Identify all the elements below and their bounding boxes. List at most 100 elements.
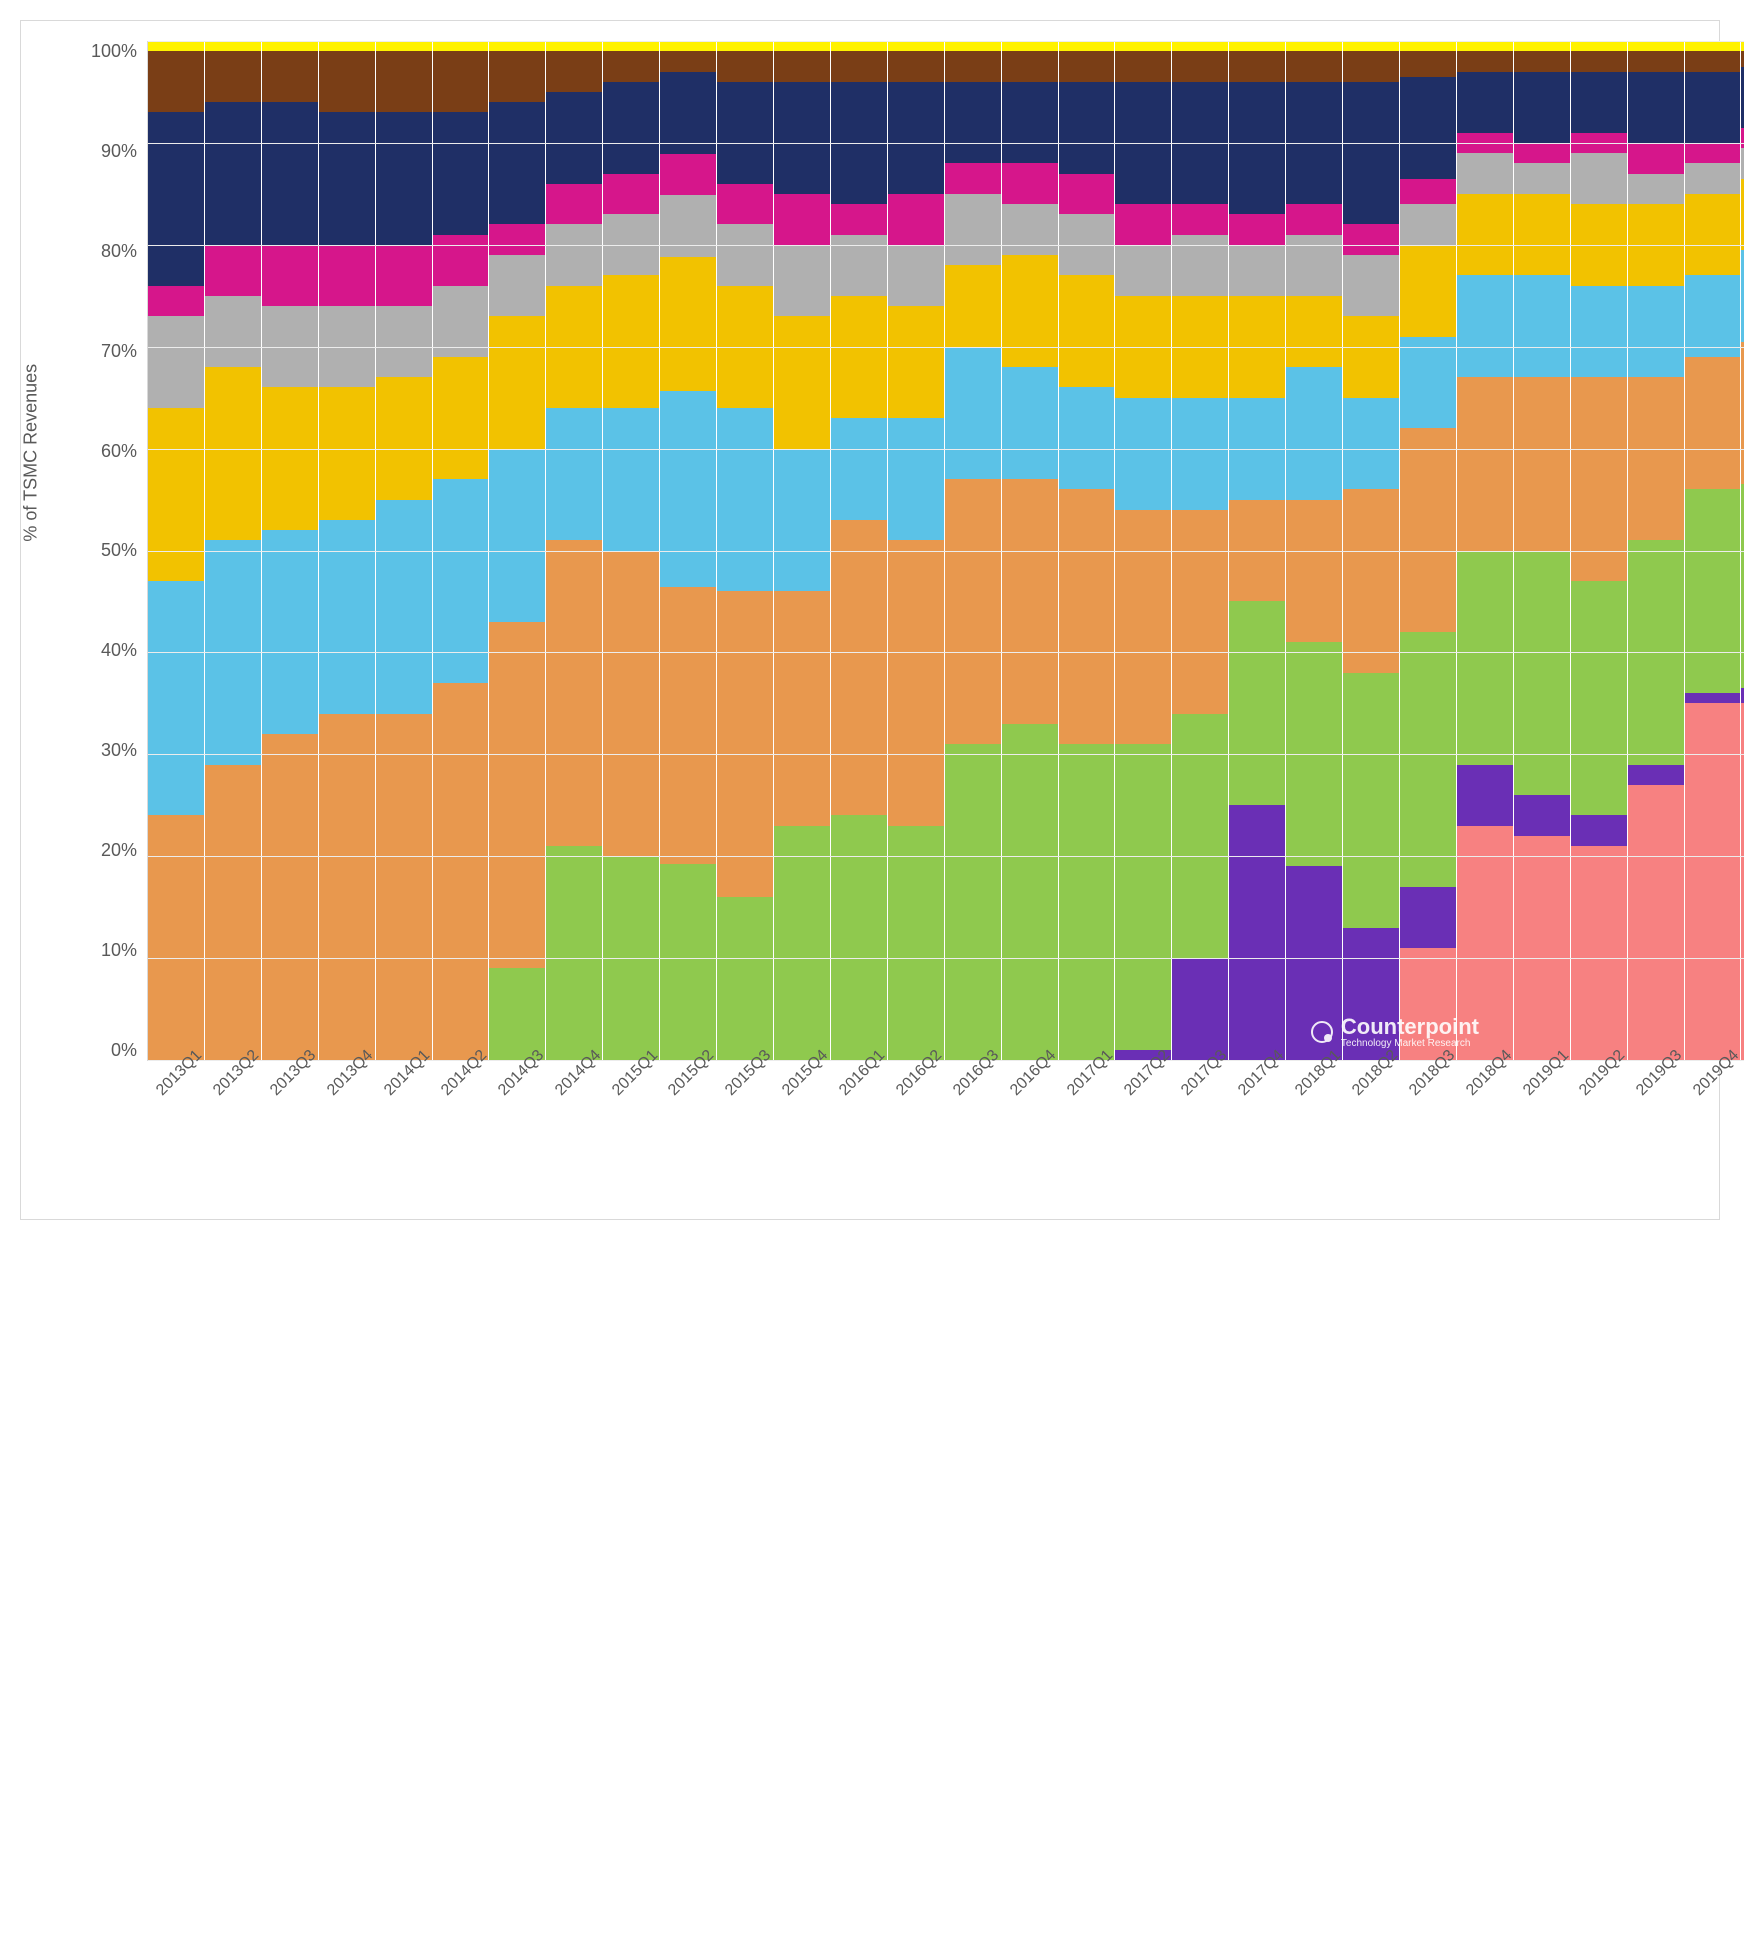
bar-segment [1628,204,1684,286]
bar-segment [148,51,204,112]
bar-segment [717,591,773,897]
bar-segment [433,683,489,1060]
bar-segment [1002,367,1058,479]
bar-segment [262,306,318,388]
bar-segment [1229,601,1285,805]
bar-segment [888,826,944,1060]
bar-segment [945,194,1001,265]
bar-segment [1514,836,1570,1060]
bar-segment [603,408,659,551]
bar-segment [1343,316,1399,398]
bar-segment [1343,51,1399,82]
bar-segment [1229,214,1285,245]
bar-column [433,41,489,1060]
bar-segment [1457,551,1513,765]
bar-segment [831,815,887,1060]
bar-segment [489,102,545,224]
bar-segment [1343,673,1399,928]
bar-column [1457,41,1513,1060]
bar-segment [1059,82,1115,174]
bar-column [148,41,204,1060]
bar-segment [1571,72,1627,133]
bar-segment [319,306,375,388]
bar-segment [1685,357,1741,489]
bar-segment [433,112,489,234]
watermark: Counterpoint Technology Market Research [1311,1014,1479,1049]
bar-segment [945,51,1001,82]
bar-segment [603,214,659,275]
bar-column [1115,41,1171,1060]
bar-segment [433,41,489,51]
bar-segment [888,82,944,194]
bar-segment [1400,632,1456,887]
bar-segment [262,530,318,734]
y-tick: 70% [101,341,137,362]
bar-segment [546,408,602,540]
bar-segment [831,235,887,296]
chart-left-block: 100%90%80%70%60%50%40%30%20%10%0% 2013Q1… [51,41,1744,1199]
bar-segment [1115,51,1171,82]
bar-segment [1628,174,1684,205]
bar-segment [1514,72,1570,143]
bar-segment [1571,581,1627,815]
bar-segment [205,367,261,540]
bar-segment [376,500,432,714]
bar-segment [319,520,375,714]
bar-segment [1457,72,1513,133]
bar-column [774,41,830,1060]
bar-segment [262,734,318,1060]
y-axis: 100%90%80%70%60%50%40%30%20%10%0% [91,41,147,1061]
bar-segment [717,224,773,285]
bar-column [603,41,659,1060]
bar-segment [205,245,261,296]
plot-area [147,41,1744,1061]
bar-segment [1115,82,1171,204]
bar-segment [1229,398,1285,500]
bar-segment [1002,255,1058,367]
bar-segment [1400,337,1456,429]
bar-segment [1685,72,1741,143]
bar-segment [774,245,830,316]
bar-segment [1229,805,1285,1060]
bar-segment [603,174,659,215]
bar-segment [1457,275,1513,377]
bar-segment [774,316,830,448]
bar-segment [1628,765,1684,785]
bar-segment [1571,815,1627,846]
bar-segment [1400,179,1456,204]
bar-segment [546,51,602,92]
bar-segment [1115,744,1171,1050]
bar-column [1286,41,1342,1060]
bar-segment [831,520,887,816]
bar-segment [433,51,489,112]
bar-segment [1229,500,1285,602]
bar-column [1685,41,1741,1060]
bar-segment [774,826,830,1060]
y-tick: 80% [101,241,137,262]
bar-segment [1685,41,1741,51]
bar-segment [1286,41,1342,51]
bar-segment [1514,377,1570,550]
bar-column [319,41,375,1060]
bar-segment [1628,41,1684,51]
bar-segment [1002,163,1058,204]
bar-segment [717,41,773,51]
bar-segment [1343,255,1399,316]
bar-segment [1002,41,1058,51]
bar-segment [376,41,432,51]
y-tick: 30% [101,740,137,761]
bar-segment [148,41,204,51]
bar-segment [1115,245,1171,296]
bar-segment [205,540,261,764]
bar-segment [1514,41,1570,51]
bar-segment [774,449,830,592]
bar-segment [1400,245,1456,337]
bar-segment [1400,51,1456,76]
bar-segment [945,41,1001,51]
bar-segment [1571,377,1627,581]
bar-segment [660,257,716,391]
bar-segment [603,856,659,1060]
bar-segment [1514,143,1570,163]
bar-segment [717,184,773,225]
bar-segment [489,316,545,448]
